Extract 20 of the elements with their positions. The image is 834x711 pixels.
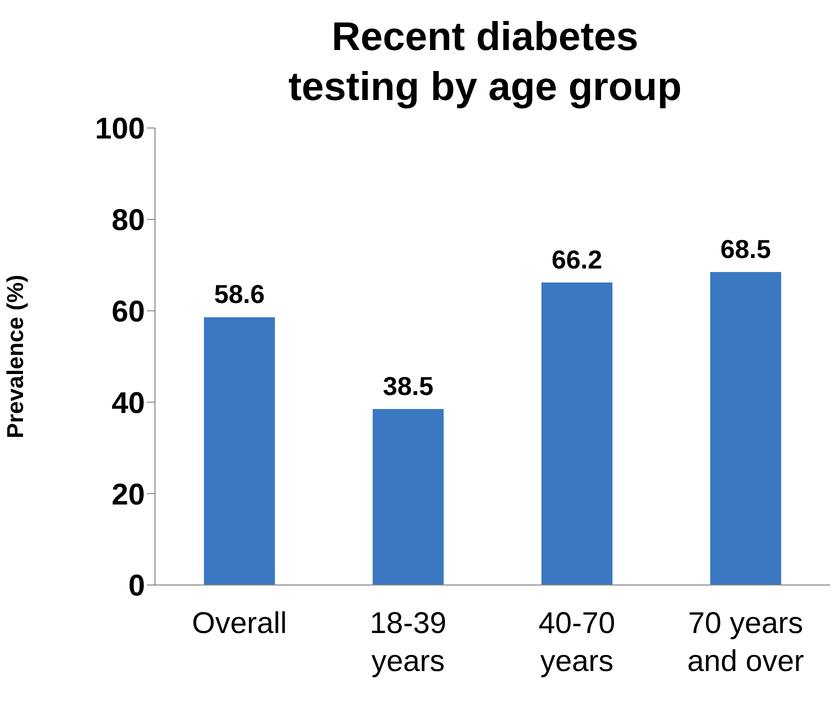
bar bbox=[541, 282, 612, 585]
data-label: 66.2 bbox=[552, 244, 602, 274]
y-tick-label: 40 bbox=[112, 386, 145, 420]
y-tick-label: 80 bbox=[112, 204, 145, 238]
y-tick-label: 60 bbox=[112, 295, 145, 328]
bar bbox=[204, 317, 275, 585]
data-label: 58.6 bbox=[214, 279, 265, 310]
bar bbox=[372, 409, 444, 585]
x-tick-label: Overall bbox=[192, 607, 287, 640]
data-label: 68.5 bbox=[720, 234, 771, 264]
x-tick-label: 40-70 years bbox=[538, 607, 616, 678]
y-tick-label: 100 bbox=[94, 112, 145, 146]
bar bbox=[710, 272, 782, 585]
data-label: 38.5 bbox=[382, 371, 434, 402]
y-tick-label: 0 bbox=[128, 570, 145, 603]
y-axis-title: Prevalence (%) bbox=[2, 274, 28, 438]
y-tick-label: 20 bbox=[112, 478, 145, 512]
chart-title: Recent diabetes testing by age group bbox=[287, 14, 683, 111]
x-tick-label: 70 years and over bbox=[687, 607, 804, 678]
x-tick-label: 18-39 years bbox=[370, 607, 446, 678]
